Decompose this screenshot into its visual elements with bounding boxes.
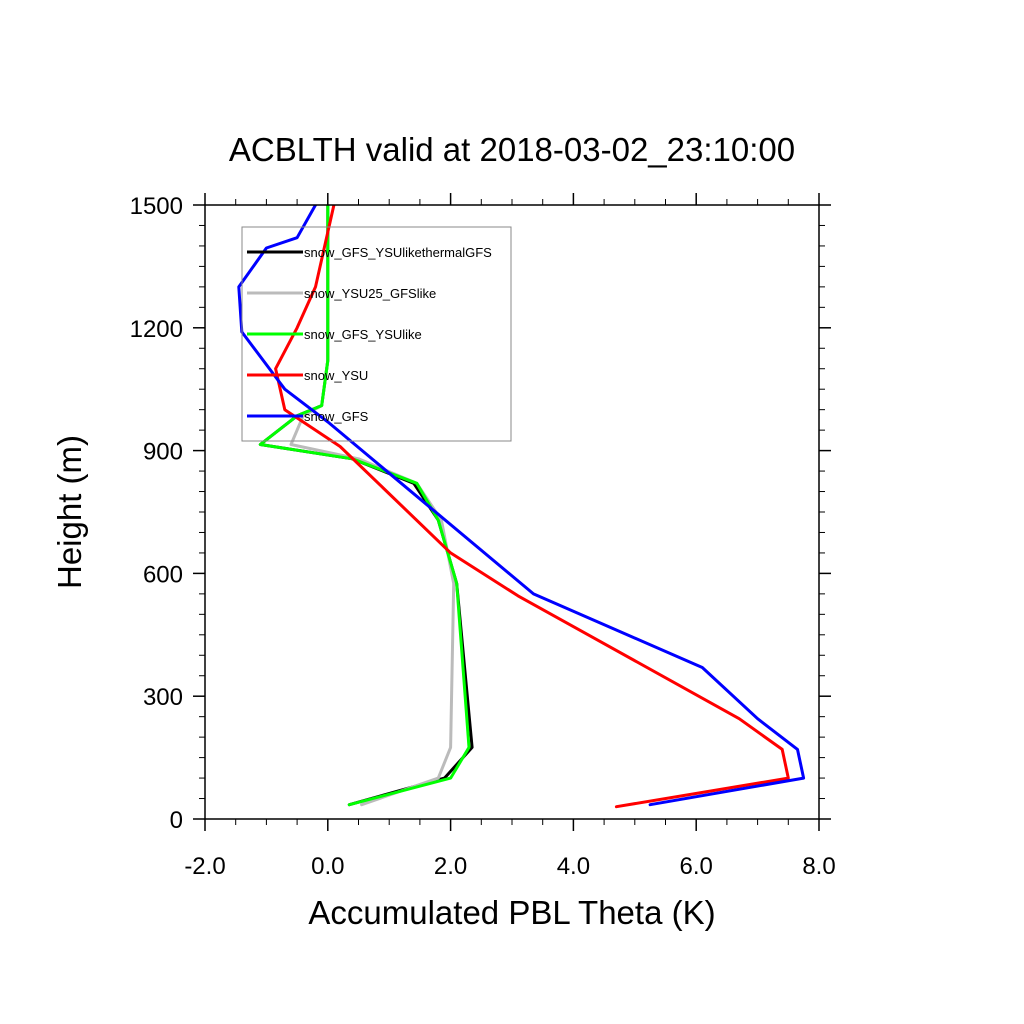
chart-title: ACBLTH valid at 2018-03-02_23:10:00 — [229, 131, 795, 168]
legend-label: snow_YSU25_GFSlike — [304, 286, 436, 301]
series-layer — [237, 205, 806, 809]
legend: snow_GFS_YSUlikethermalGFS snow_YSU25_GFS… — [241, 226, 512, 442]
legend-box — [241, 226, 512, 442]
x-tick-label: 2.0 — [434, 853, 467, 880]
y-tick-label: 900 — [143, 439, 183, 466]
y-tick-label: 1500 — [130, 193, 183, 220]
y-tick-label: 600 — [143, 561, 183, 588]
x-tick-label: 4.0 — [557, 853, 590, 880]
legend-label: snow_GFS_YSUlikethermalGFS — [304, 245, 492, 260]
x-tick-label: -2.0 — [184, 853, 225, 880]
legend-label: snow_GFS_YSUlike — [304, 327, 422, 342]
x-tick-label: 6.0 — [680, 853, 713, 880]
legend-label: snow_GFS — [304, 409, 369, 424]
x-axis-label: Accumulated PBL Theta (K) — [308, 894, 715, 931]
axis-ticks: -2.0 0.0 2.0 4.0 6.0 8.0 0 300 600 900 1200 1500 — [130, 193, 836, 880]
x-tick-label: 0.0 — [311, 853, 344, 880]
legend-label: snow_YSU — [304, 368, 368, 383]
y-tick-label: 1200 — [130, 316, 183, 343]
y-axis-label: Height (m) — [51, 435, 88, 589]
plot-frame — [204, 204, 820, 820]
series-line-snow_YSU — [274, 205, 790, 809]
y-tick-label: 300 — [143, 684, 183, 711]
x-tick-label: 8.0 — [802, 853, 835, 880]
series-line-snow_GFS — [237, 205, 806, 807]
y-tick-label: 0 — [170, 807, 183, 834]
